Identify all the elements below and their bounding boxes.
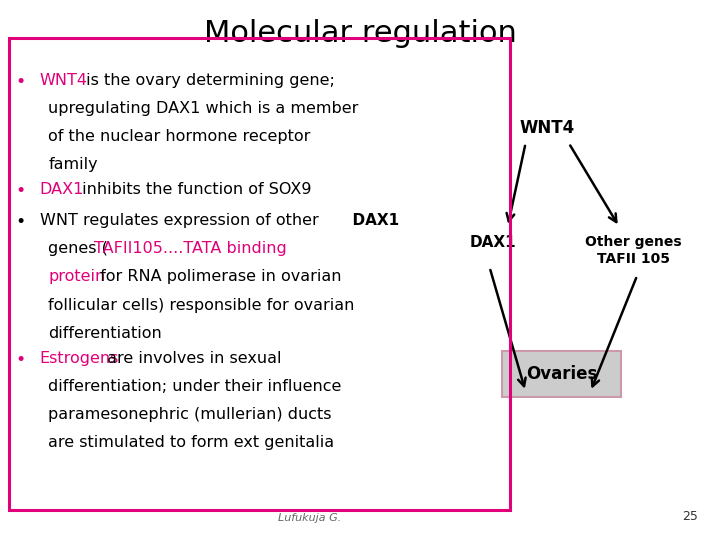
Text: Ovaries: Ovaries: [526, 365, 598, 383]
Text: are stimulated to form ext genitalia: are stimulated to form ext genitalia: [48, 435, 334, 450]
Text: genes (: genes (: [48, 241, 108, 256]
Text: family: family: [48, 157, 98, 172]
Text: DAX1: DAX1: [470, 235, 516, 250]
Text: Lufukuja G.: Lufukuja G.: [278, 512, 341, 523]
Text: paramesonephric (mullerian) ducts: paramesonephric (mullerian) ducts: [48, 407, 332, 422]
Text: for RNA polimerase in ovarian: for RNA polimerase in ovarian: [95, 269, 341, 285]
FancyBboxPatch shape: [503, 351, 621, 397]
Text: inhibits the function of SOX9: inhibits the function of SOX9: [77, 183, 312, 198]
Text: TAFII105....TATA binding: TAFII105....TATA binding: [94, 241, 287, 256]
Text: WNT4: WNT4: [520, 119, 575, 137]
Text: Molecular regulation: Molecular regulation: [204, 19, 516, 48]
Text: protein: protein: [48, 269, 106, 285]
Text: Estrogens: Estrogens: [40, 351, 119, 366]
Text: upregulating DAX1 which is a member: upregulating DAX1 which is a member: [48, 101, 359, 116]
Text: WNT regulates expression of other: WNT regulates expression of other: [40, 213, 318, 228]
Text: •: •: [16, 351, 26, 369]
Text: follicular cells) responsible for ovarian: follicular cells) responsible for ovaria…: [48, 298, 355, 313]
Text: is the ovary determining gene;: is the ovary determining gene;: [81, 73, 336, 88]
Text: •: •: [16, 213, 26, 231]
Text: 25: 25: [683, 510, 698, 523]
Text: DAX1: DAX1: [342, 213, 399, 228]
Text: WNT4: WNT4: [40, 73, 88, 88]
Text: are involves in sexual: are involves in sexual: [102, 351, 282, 366]
Text: differentiation; under their influence: differentiation; under their influence: [48, 379, 341, 394]
Text: DAX1: DAX1: [40, 183, 84, 198]
Text: Other genes
TAFII 105: Other genes TAFII 105: [585, 235, 682, 266]
Text: of the nuclear hormone receptor: of the nuclear hormone receptor: [48, 129, 310, 144]
Text: •: •: [16, 73, 26, 91]
Text: •: •: [16, 183, 26, 200]
Text: differentiation: differentiation: [48, 326, 162, 341]
